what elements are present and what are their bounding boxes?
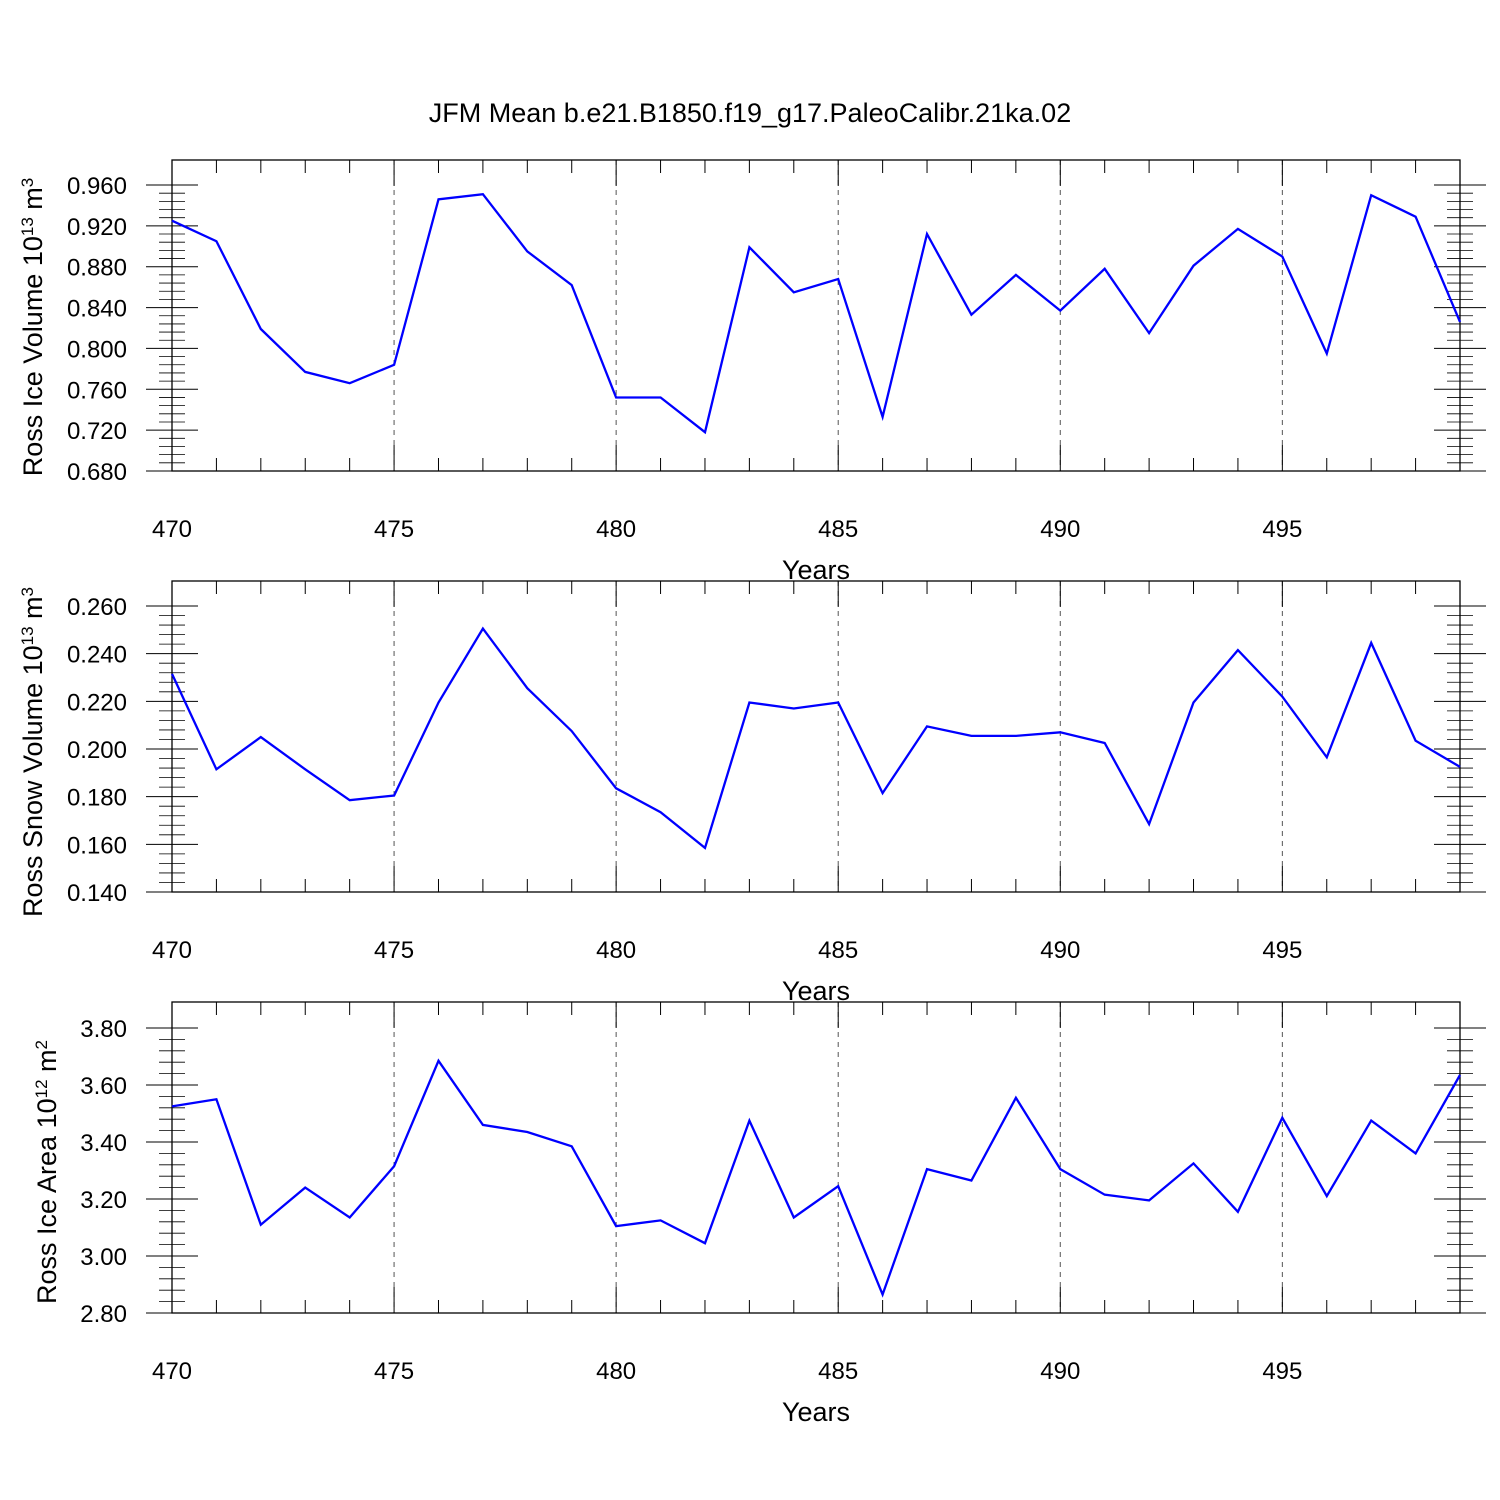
y-axis-label-exponent: 13: [18, 217, 37, 236]
x-tick-label: 495: [1262, 937, 1302, 964]
x-tick-label: 485: [818, 937, 858, 964]
x-tick-label: 485: [818, 516, 858, 543]
x-axis-label: Years: [782, 1397, 850, 1427]
y-tick-label: 0.960: [67, 173, 127, 200]
y-axis-label: Ross Snow Volume 1013 m3: [18, 587, 49, 917]
y-axis-label-main: Ross Ice Volume 10: [18, 236, 48, 476]
y-tick-label: 0.180: [67, 785, 127, 812]
y-tick-label: 0.140: [67, 880, 127, 907]
x-tick-label: 495: [1262, 516, 1302, 543]
x-tick-label: 470: [152, 516, 192, 543]
x-tick-label: 490: [1040, 1358, 1080, 1385]
y-tick-label: 0.240: [67, 642, 127, 669]
x-axis-label: Years: [782, 555, 850, 585]
y-axis-label-exponent: 13: [18, 626, 37, 645]
y-axis-label-unit-exponent: 2: [32, 1040, 51, 1049]
y-axis-label-unit: m: [18, 187, 48, 217]
panel-ice-area: 2.80 3.00 3.20 3.40 3.60 3.80 470 475 480 485 490 4…: [32, 1001, 1486, 1427]
y-axis-label: Ross Ice Area 1012 m2: [32, 1040, 63, 1304]
x-tick-label: 480: [596, 1358, 636, 1385]
series-line: [170, 626, 1461, 850]
y-axis-label-exponent: 12: [32, 1079, 51, 1098]
y-tick-label: 3.60: [80, 1073, 127, 1100]
y-tick-label: 3.00: [80, 1244, 127, 1271]
x-tick-label: 475: [374, 516, 414, 543]
y-axis-label-unit-exponent: 3: [18, 587, 37, 596]
y-axis-label-main: Ross Ice Area 10: [32, 1098, 62, 1304]
plot-frame: [171, 580, 1461, 893]
plot-frame: [171, 159, 1461, 472]
y-tick-label: 0.200: [67, 737, 127, 764]
series-line: [171, 1058, 1462, 1298]
x-tick-label: 495: [1262, 1358, 1302, 1385]
plot-frame: [171, 1001, 1461, 1314]
x-axis-label: Years: [782, 976, 850, 1006]
y-axis-label-unit: m: [18, 596, 48, 626]
y-tick-label: 0.680: [67, 459, 127, 486]
y-tick-label: 0.800: [67, 336, 127, 363]
panel-snow-volume: 0.140 0.160 0.180 0.200 0.220 0.240 0.260 470 47…: [18, 580, 1486, 1006]
x-tick-label: 475: [374, 1358, 414, 1385]
x-tick-label: 490: [1040, 937, 1080, 964]
y-tick-label: 0.720: [67, 418, 127, 445]
y-tick-label: 2.80: [80, 1301, 127, 1328]
x-tick-label: 480: [596, 937, 636, 964]
y-tick-label: 3.80: [80, 1016, 127, 1043]
y-axis-label-unit-exponent: 3: [18, 178, 37, 187]
chart-title: JFM Mean b.e21.B1850.f19_g17.PaleoCalibr…: [429, 98, 1071, 128]
x-tick-label: 485: [818, 1358, 858, 1385]
y-tick-label: 0.880: [67, 255, 127, 282]
x-tick-label: 475: [374, 937, 414, 964]
x-tick-label: 490: [1040, 516, 1080, 543]
y-tick-label: 3.20: [80, 1187, 127, 1214]
series-line: [171, 192, 1462, 435]
y-tick-label: 0.260: [67, 594, 127, 621]
y-tick-label: 0.220: [67, 689, 127, 716]
y-axis-label-unit: m: [32, 1049, 62, 1079]
y-tick-label: 0.840: [67, 296, 127, 323]
y-tick-label: 0.760: [67, 377, 127, 404]
y-tick-label: 0.160: [67, 832, 127, 859]
x-tick-label: 480: [596, 516, 636, 543]
y-tick-label: 0.920: [67, 214, 127, 241]
y-axis-label-main: Ross Snow Volume 10: [18, 645, 48, 917]
panel-ice-volume: 0.680 0.720 0.760 0.800 0.840 0.880 0.920 0.960…: [18, 159, 1486, 585]
x-tick-label: 470: [152, 1358, 192, 1385]
x-tick-label: 470: [152, 937, 192, 964]
y-axis-label: Ross Ice Volume 1013 m3: [18, 178, 49, 477]
y-tick-label: 3.40: [80, 1130, 127, 1157]
